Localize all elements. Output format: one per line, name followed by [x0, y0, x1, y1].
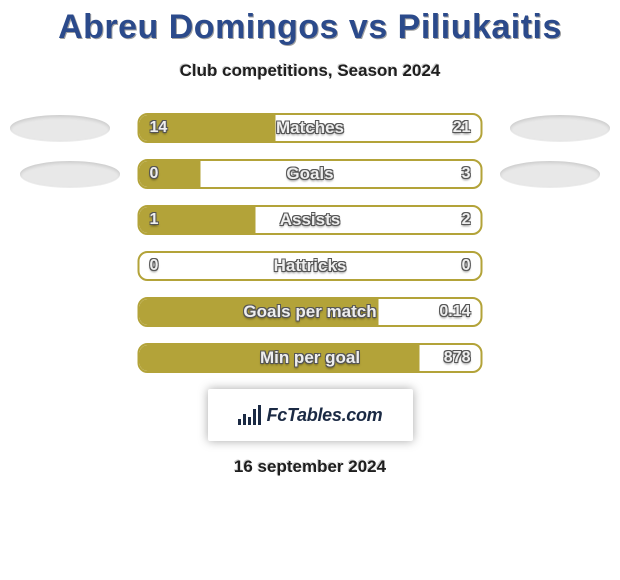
stat-bar-track: 03Goals — [138, 159, 483, 189]
player-badge-left — [10, 115, 110, 141]
stat-bar-fill — [140, 299, 379, 325]
stat-bar-fill — [140, 115, 276, 141]
stat-label: Hattricks — [140, 253, 481, 279]
date-text: 16 september 2024 — [0, 457, 620, 477]
stat-bar-track: 878Min per goal — [138, 343, 483, 373]
stat-row: 878Min per goal — [0, 343, 620, 373]
stat-value-right: 3 — [462, 161, 471, 187]
stat-value-right: 2 — [462, 207, 471, 233]
stats-chart: 1421Matches 03Goals 12Assists 0 0Hattricks 0.… — [0, 113, 620, 373]
subtitle: Club competitions, Season 2024 — [0, 61, 620, 81]
stat-bar-track: 12Assists — [138, 205, 483, 235]
stat-value-right: 878 — [444, 345, 471, 371]
stat-value-right: 0.14 — [439, 299, 470, 325]
player-badge-right — [510, 115, 610, 141]
stat-value-right: 0 — [462, 253, 471, 279]
stat-bar-fill — [140, 161, 201, 187]
logo-text: FcTables.com — [267, 405, 383, 426]
stat-row: 12Assists — [0, 205, 620, 235]
logo-bars-icon — [238, 405, 261, 425]
stat-row: 0.14Goals per match — [0, 297, 620, 327]
stat-bar-track: 1421Matches — [138, 113, 483, 143]
stat-bar-fill — [140, 207, 256, 233]
player-badge-left — [20, 161, 120, 187]
comparison-infographic: Abreu Domingos vs Piliukaitis Club compe… — [0, 0, 620, 477]
stat-value-left: 0 — [150, 253, 159, 279]
stat-bar-track: 0.14Goals per match — [138, 297, 483, 327]
page-title: Abreu Domingos vs Piliukaitis — [0, 8, 620, 47]
stat-bar-fill — [140, 345, 420, 371]
fctables-logo: FcTables.com — [208, 389, 413, 441]
stat-row: 03Goals — [0, 159, 620, 189]
stat-value-right: 21 — [453, 115, 471, 141]
stat-row: 1421Matches — [0, 113, 620, 143]
stat-row: 0 0Hattricks — [0, 251, 620, 281]
player-badge-right — [500, 161, 600, 187]
stat-bar-track: 0 0Hattricks — [138, 251, 483, 281]
